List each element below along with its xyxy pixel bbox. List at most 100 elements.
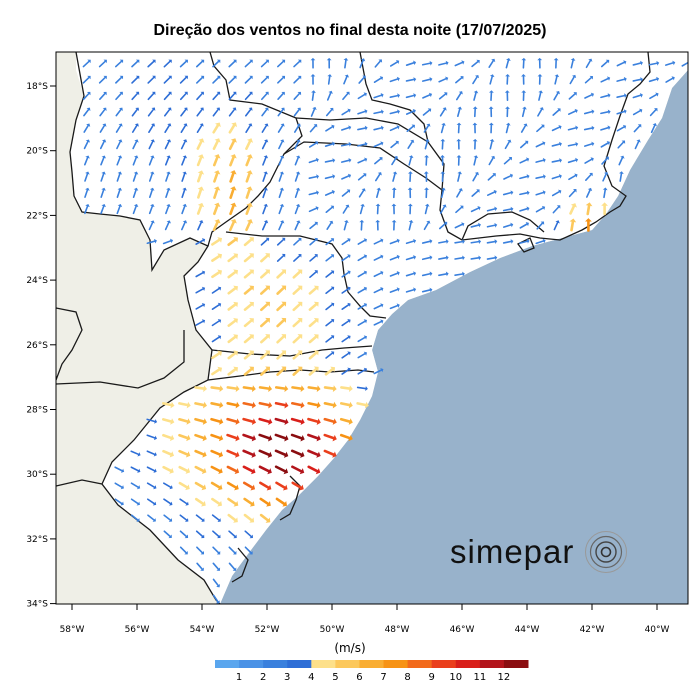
wind-arrow <box>357 238 367 245</box>
wind-arrow <box>115 75 124 84</box>
wind-arrow <box>389 125 400 132</box>
lat-tick-label: 20°S <box>26 147 48 157</box>
wind-arrow <box>179 91 188 101</box>
wind-arrow <box>472 172 479 182</box>
wind-arrow <box>116 171 123 182</box>
wind-arrow <box>373 254 384 261</box>
wind-arrow <box>162 238 174 245</box>
wind-arrow <box>211 497 223 507</box>
wind-arrow <box>422 108 432 116</box>
wind-arrow <box>164 123 172 133</box>
wind-arrow <box>456 188 463 198</box>
wind-arrow <box>130 450 141 457</box>
wind-arrow <box>357 270 367 278</box>
wind-arrow <box>341 270 351 278</box>
wind-arrow <box>343 74 350 85</box>
wind-arrow <box>405 287 417 293</box>
wind-arrow <box>212 154 221 167</box>
wind-arrow <box>243 269 254 279</box>
wind-speed-colorbar: 1 2 3 4 5 6 7 8 9 10 11 12 <box>215 660 529 683</box>
lat-tick-label: 28°S <box>26 406 48 416</box>
wind-arrow <box>131 59 140 68</box>
wind-arrow <box>488 122 494 134</box>
wind-arrow <box>227 497 239 507</box>
wind-arrow <box>535 157 546 163</box>
wind-arrow <box>373 303 384 310</box>
wind-arrow <box>648 60 660 66</box>
wind-arrow <box>408 219 414 231</box>
colorbar-tick-label: 1 <box>236 672 242 683</box>
wind-arrow <box>227 269 238 279</box>
wind-arrow <box>276 317 287 328</box>
wind-arrow <box>100 187 106 198</box>
wind-arrow <box>164 220 171 231</box>
wind-arrow <box>116 204 123 215</box>
wind-arrow <box>487 173 496 181</box>
wind-arrow <box>519 157 530 164</box>
wind-arrow <box>213 202 221 216</box>
wind-arrow <box>195 514 205 522</box>
wind-arrow <box>325 254 335 262</box>
wind-arrow <box>275 497 288 507</box>
wind-arrow <box>308 174 320 179</box>
wind-arrow <box>519 238 530 244</box>
wind-arrow <box>502 222 514 228</box>
wind-arrow <box>278 171 285 182</box>
wind-arrow <box>341 302 351 311</box>
wind-arrow <box>343 57 349 69</box>
wind-arrow <box>98 75 107 84</box>
wind-arrow <box>179 498 189 506</box>
wind-arrow <box>131 91 140 101</box>
wind-arrow <box>537 74 543 85</box>
lon-tick-label: 50°W <box>320 625 345 635</box>
wind-arrow <box>293 107 301 117</box>
wind-arrow <box>583 109 595 115</box>
wind-arrow <box>259 497 271 507</box>
lon-tick-label: 54°W <box>190 625 215 635</box>
wind-arrow <box>438 92 448 100</box>
wind-arrow <box>341 238 351 246</box>
wind-arrow <box>505 122 511 134</box>
wind-arrow <box>258 465 272 475</box>
lon-tick-label: 44°W <box>515 625 540 635</box>
wind-arrow <box>585 172 593 181</box>
wind-arrow <box>521 74 526 85</box>
wind-arrow <box>245 170 253 183</box>
wind-arrow <box>391 219 397 231</box>
wind-arrow <box>470 206 481 213</box>
wind-arrow <box>374 172 382 182</box>
wind-arrow <box>307 401 321 409</box>
wind-arrow <box>180 139 188 150</box>
wind-arrow <box>243 301 254 311</box>
wind-arrow <box>132 204 139 215</box>
wind-arrow <box>421 239 433 244</box>
wind-arrow <box>276 301 287 312</box>
wind-arrow <box>196 170 205 183</box>
map-title: Direção dos ventos no final desta noite … <box>153 22 547 39</box>
lat-tick-label: 18°S <box>26 82 48 92</box>
wind-arrow <box>440 155 445 166</box>
wind-arrow <box>83 123 91 133</box>
wind-arrow <box>521 106 527 118</box>
wind-arrow <box>521 90 527 101</box>
wind-arrow <box>179 75 188 84</box>
wind-arrow <box>194 385 208 392</box>
wind-arrow <box>130 482 141 490</box>
wind-arrow <box>342 204 350 214</box>
wind-arrow <box>309 237 318 246</box>
wind-arrow <box>276 237 286 246</box>
wind-arrow <box>569 203 577 215</box>
lon-tick-label: 46°W <box>450 625 475 635</box>
wind-arrow <box>584 157 594 164</box>
wind-arrow <box>116 139 123 150</box>
wind-arrow <box>632 108 643 116</box>
wind-arrow <box>505 106 510 118</box>
lon-tick-label: 48°W <box>385 625 410 635</box>
wind-arrow <box>163 530 172 539</box>
wind-arrow <box>390 140 399 149</box>
wind-arrow <box>226 385 240 392</box>
wind-arrow <box>326 220 334 231</box>
wind-arrow <box>196 138 205 150</box>
wind-arrow <box>196 75 205 84</box>
wind-arrow <box>180 123 188 133</box>
